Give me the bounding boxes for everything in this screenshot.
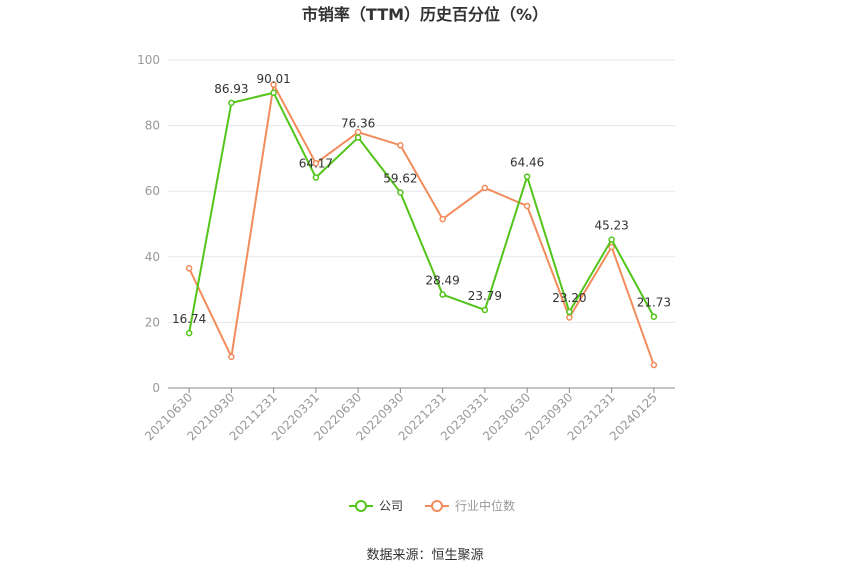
axes: 0204060801002021063020210930202112312022… — [137, 53, 675, 443]
data-label: 21.73 — [637, 296, 671, 310]
data-label: 45.23 — [594, 219, 628, 233]
data-point — [439, 291, 446, 298]
legend-marker — [431, 500, 443, 512]
data-point — [523, 202, 531, 210]
data-point — [650, 313, 658, 320]
series-line-1 — [188, 83, 655, 366]
y-tick-label: 100 — [137, 53, 160, 67]
data-point — [566, 308, 573, 316]
data-point — [270, 89, 277, 97]
legend-item-0[interactable]: 公司 — [349, 499, 403, 513]
data-point — [312, 174, 320, 181]
data-point — [523, 173, 531, 180]
legend-label: 行业中位数 — [455, 498, 515, 513]
data-point — [481, 306, 489, 314]
data-point — [185, 329, 193, 337]
legend[interactable]: 公司 行业中位数 — [349, 498, 515, 513]
grid — [168, 59, 675, 323]
data-point — [397, 189, 404, 196]
data-point — [650, 361, 658, 369]
data-point — [608, 243, 615, 251]
y-tick-label: 60 — [145, 184, 160, 198]
y-tick-label: 80 — [145, 119, 160, 133]
data-point — [185, 265, 193, 272]
data-labels: 16.74 86.93 90.01 64.17 76.36 59.62 28.49 23.79… — [172, 72, 671, 326]
y-tick-label: 20 — [145, 315, 160, 329]
data-label: 23.79 — [468, 289, 502, 303]
data-label: 86.93 — [214, 82, 248, 96]
data-point — [270, 81, 277, 88]
data-label: 90.01 — [256, 72, 290, 86]
data-point — [228, 353, 235, 361]
legend-item-1[interactable]: 行业中位数 — [425, 498, 515, 513]
y-tick-label: 0 — [152, 381, 160, 395]
legend-label: 公司 — [379, 499, 403, 513]
source-note: 数据来源：恒生聚源 — [366, 548, 483, 563]
data-label: 64.17 — [299, 157, 333, 171]
data-point — [312, 160, 320, 167]
series — [185, 81, 658, 369]
data-point — [354, 134, 362, 141]
data-label: 23.20 — [552, 291, 586, 305]
legend-marker — [355, 500, 367, 512]
data-label: 16.74 — [172, 312, 206, 326]
y-tick-label: 40 — [145, 250, 160, 264]
data-point — [566, 314, 573, 321]
data-label: 76.36 — [341, 117, 375, 131]
data-point — [397, 142, 404, 149]
data-point — [481, 184, 489, 192]
data-point — [228, 99, 235, 107]
chart-title: 市销率（TTM）历史百分位（%） — [302, 5, 548, 24]
data-label: 64.46 — [510, 156, 544, 170]
data-label: 59.62 — [383, 171, 417, 185]
data-point — [608, 236, 615, 243]
data-point — [439, 215, 446, 223]
data-label: 28.49 — [425, 274, 459, 288]
series-line-0 — [188, 91, 655, 334]
